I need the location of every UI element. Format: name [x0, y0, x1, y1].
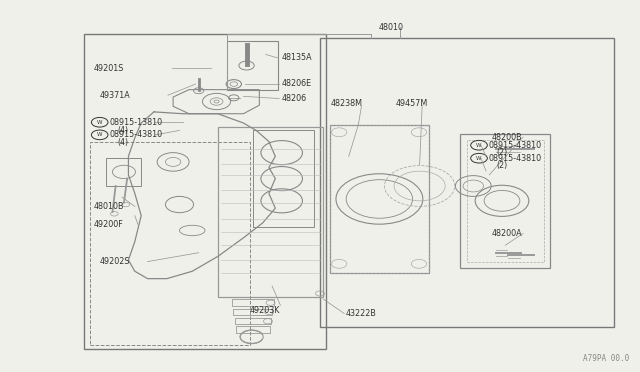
Bar: [234, 309, 273, 315]
Bar: [320, 38, 614, 327]
Bar: [253, 131, 314, 227]
Text: (2): (2): [496, 161, 508, 170]
Text: W: W: [476, 143, 482, 148]
Text: 48010B: 48010B: [93, 202, 124, 211]
Text: (4): (4): [117, 125, 128, 135]
Text: W: W: [476, 156, 482, 161]
Text: 08915-43810: 08915-43810: [488, 141, 541, 150]
Text: 08915-43810: 08915-43810: [488, 154, 541, 163]
Text: 48200A: 48200A: [491, 229, 522, 238]
Bar: [235, 318, 271, 324]
Bar: [467, 140, 543, 262]
Text: 49201S: 49201S: [93, 64, 124, 73]
Text: 48010: 48010: [379, 23, 404, 32]
Text: 49202S: 49202S: [100, 257, 130, 266]
Text: 49457M: 49457M: [396, 99, 428, 108]
Bar: [461, 134, 550, 267]
Text: 48135A: 48135A: [282, 53, 312, 62]
Bar: [84, 34, 326, 349]
Bar: [90, 141, 250, 345]
Text: 49200F: 49200F: [93, 220, 123, 229]
Text: 08915-13810: 08915-13810: [109, 118, 163, 127]
Text: W: W: [97, 132, 102, 137]
Text: 08915-43810: 08915-43810: [109, 130, 163, 140]
Text: W: W: [97, 120, 102, 125]
Text: 48238M: 48238M: [330, 99, 362, 108]
Bar: [232, 299, 274, 306]
Text: 48200B: 48200B: [491, 132, 522, 142]
Text: A79PA 00.0: A79PA 00.0: [584, 354, 630, 363]
Text: 43222B: 43222B: [346, 309, 376, 318]
Bar: [227, 41, 278, 90]
Text: 48206: 48206: [282, 94, 307, 103]
Bar: [106, 158, 141, 186]
Text: 49203K: 49203K: [250, 306, 280, 315]
Bar: [330, 125, 429, 273]
Text: 49371A: 49371A: [100, 91, 131, 100]
Bar: [218, 127, 323, 297]
Text: 48206E: 48206E: [282, 79, 312, 88]
Text: (2): (2): [496, 148, 508, 157]
Bar: [236, 327, 270, 333]
Bar: [330, 125, 429, 273]
Text: (4): (4): [117, 138, 128, 147]
